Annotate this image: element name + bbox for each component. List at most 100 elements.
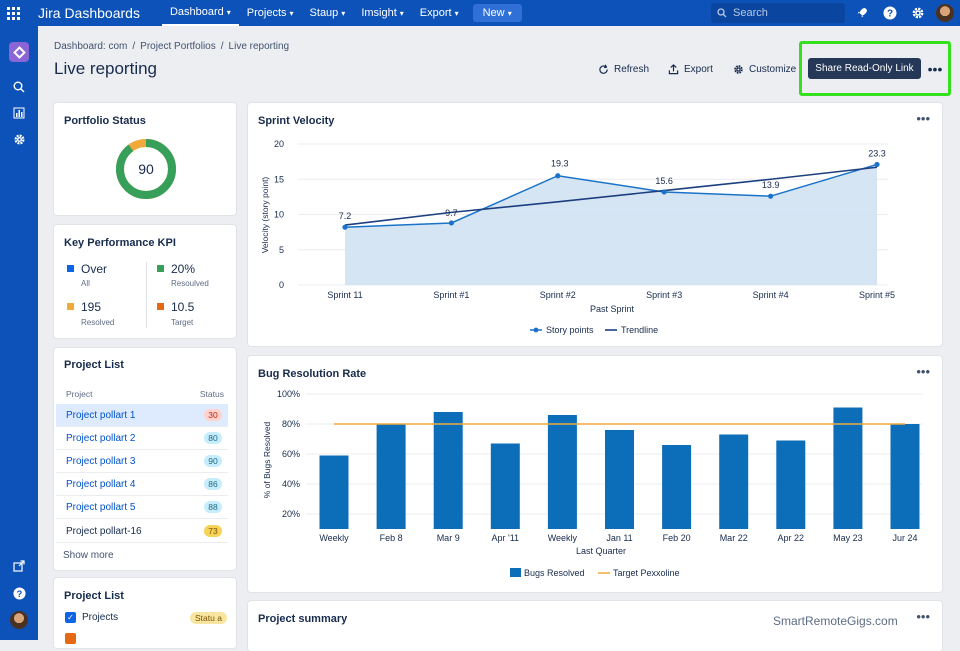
story-points-line [344, 163, 878, 228]
settings-icon[interactable] [9, 129, 29, 149]
new-button[interactable]: New ▾ [472, 4, 522, 22]
table-row[interactable]: Project pollart 3 90 [56, 450, 228, 473]
kpi-swatch [67, 265, 74, 272]
app-brand[interactable]: Jira Dashboards [38, 5, 140, 21]
chevron-down-icon: ▾ [507, 9, 512, 18]
status-badge: 88 [204, 501, 222, 513]
refresh-button[interactable]: Refresh [598, 59, 649, 79]
card-menu-button[interactable]: ••• [916, 111, 930, 126]
bar [890, 424, 920, 529]
more-options-button[interactable]: ••• [927, 61, 943, 77]
x-tick-label: Weekly [319, 533, 349, 543]
card-title: Sprint Velocity [258, 115, 335, 127]
portfolio-status-card: Portfolio Status 90 [54, 103, 236, 215]
search-icon[interactable] [9, 77, 29, 97]
donut-value-arc [116, 139, 176, 199]
column-header-status: Status [199, 389, 224, 399]
x-tick-label: Jur 24 [892, 533, 917, 543]
checkbox-checked-icon[interactable]: ✓ [65, 612, 76, 623]
x-tick-label: Feb 8 [380, 533, 403, 543]
app-switcher-icon[interactable] [0, 0, 26, 26]
data-label: 7.2 [339, 211, 352, 221]
breadcrumb: Dashboard: com / Project Portfolios / Live r… [54, 41, 290, 52]
project-name-link[interactable]: Project pollart 3 [66, 455, 136, 467]
y-tick-label: 20 [274, 139, 284, 149]
help-icon[interactable]: ? [880, 3, 900, 23]
data-point [342, 224, 348, 230]
kpi-card: Key Performance KPI [54, 225, 236, 338]
project-name-link[interactable]: Project pollart 1 [66, 409, 136, 421]
show-more-link[interactable]: Show more [63, 550, 114, 561]
data-label: 13.9 [762, 180, 780, 190]
x-axis-label: Last Quarter [576, 546, 626, 556]
y-axis-label: Velocity (story point) [260, 177, 270, 254]
search-icon [717, 8, 727, 18]
app-logo-icon[interactable] [9, 42, 29, 62]
rocket-icon[interactable] [852, 3, 872, 23]
breadcrumb-item[interactable]: Project Portfolios [140, 41, 216, 52]
card-title: Key Performance KPI [64, 237, 176, 249]
project-checkbox-row[interactable]: ✓ Projects [65, 612, 118, 623]
table-row[interactable]: Project pollart 2 80 [56, 427, 228, 450]
table-row[interactable]: Project pollart 5 88 [56, 496, 228, 519]
project-checkbox-row[interactable] [65, 633, 76, 644]
y-tick-label: 60% [282, 449, 300, 459]
x-tick-label: Sprint #1 [433, 290, 469, 300]
bar [376, 424, 406, 529]
share-out-icon[interactable] [9, 556, 29, 576]
x-tick-label: Feb 20 [663, 533, 691, 543]
svg-text:?: ? [16, 588, 22, 598]
nav-projects[interactable]: Projects ▾ [246, 7, 294, 19]
share-read-only-link-button[interactable]: Share Read-Only Link [808, 58, 921, 79]
x-tick-label: May 23 [833, 533, 863, 543]
y-tick-label: 10 [274, 210, 284, 220]
legend-label-bugs: Bugs Resolved [524, 568, 585, 578]
project-name-link[interactable]: Project pollart 4 [66, 478, 136, 490]
kpi-label: All [81, 279, 90, 288]
kpi-divider [146, 262, 147, 328]
y-tick-label: 0 [279, 280, 284, 290]
card-title: Portfolio Status [64, 115, 146, 127]
avatar[interactable] [936, 4, 954, 22]
kpi-label: Target [171, 318, 194, 327]
bar [605, 430, 634, 529]
help-icon[interactable]: ? [9, 583, 29, 603]
nav-imsight[interactable]: Imsight ▾ [361, 7, 404, 19]
svg-text:?: ? [887, 9, 893, 20]
settings-icon[interactable] [908, 3, 928, 23]
bar [719, 434, 749, 529]
project-name-link[interactable]: Project pollart-16 [66, 525, 142, 537]
card-menu-button[interactable]: ••• [916, 364, 930, 379]
table-row[interactable]: Project pollart 4 86 [56, 473, 228, 496]
search-input[interactable] [733, 7, 833, 19]
chart-icon[interactable] [9, 103, 29, 123]
kpi-swatch [157, 303, 164, 310]
chevron-down-icon: ▾ [341, 8, 346, 18]
project-name-link[interactable]: Project pollart 2 [66, 432, 136, 444]
nav-staup[interactable]: Staup ▾ [309, 7, 346, 19]
card-menu-button[interactable]: ••• [916, 609, 930, 624]
kpi-item: Over [67, 262, 107, 276]
breadcrumb-item[interactable]: Live reporting [228, 41, 290, 52]
status-badge: 73 [204, 525, 222, 537]
search-box[interactable] [711, 3, 845, 23]
chevron-down-icon: ▾ [226, 7, 231, 17]
bug-resolution-chart: 20% 40% 60% 80% 100% Weekly Feb 8 Mar 9 Apr '11 W… [262, 389, 923, 578]
data-label: 9.7 [445, 208, 458, 218]
nav-export[interactable]: Export ▾ [419, 7, 459, 19]
checkbox-icon[interactable] [65, 633, 76, 644]
avatar[interactable] [9, 610, 29, 630]
x-tick-label: Weekly [548, 533, 578, 543]
customize-button[interactable]: Customize [733, 59, 796, 79]
nav-dashboard[interactable]: Dashboard ▾ [161, 0, 239, 26]
x-tick-label: Sprint #3 [646, 290, 682, 300]
table-row[interactable]: Project pollart-16 73 [56, 520, 228, 543]
breadcrumb-item[interactable]: Dashboard: com [54, 41, 128, 52]
project-name-link[interactable]: Project pollart 5 [66, 501, 136, 513]
table-row[interactable]: Project pollart 1 30 [56, 404, 228, 427]
x-tick-label: Sprint #5 [859, 290, 895, 300]
card-title: Bug Resolution Rate [258, 368, 367, 380]
export-button[interactable]: Export [668, 59, 713, 79]
x-tick-label: Sprint 11 [327, 290, 362, 300]
card-title: Project List [64, 590, 124, 602]
